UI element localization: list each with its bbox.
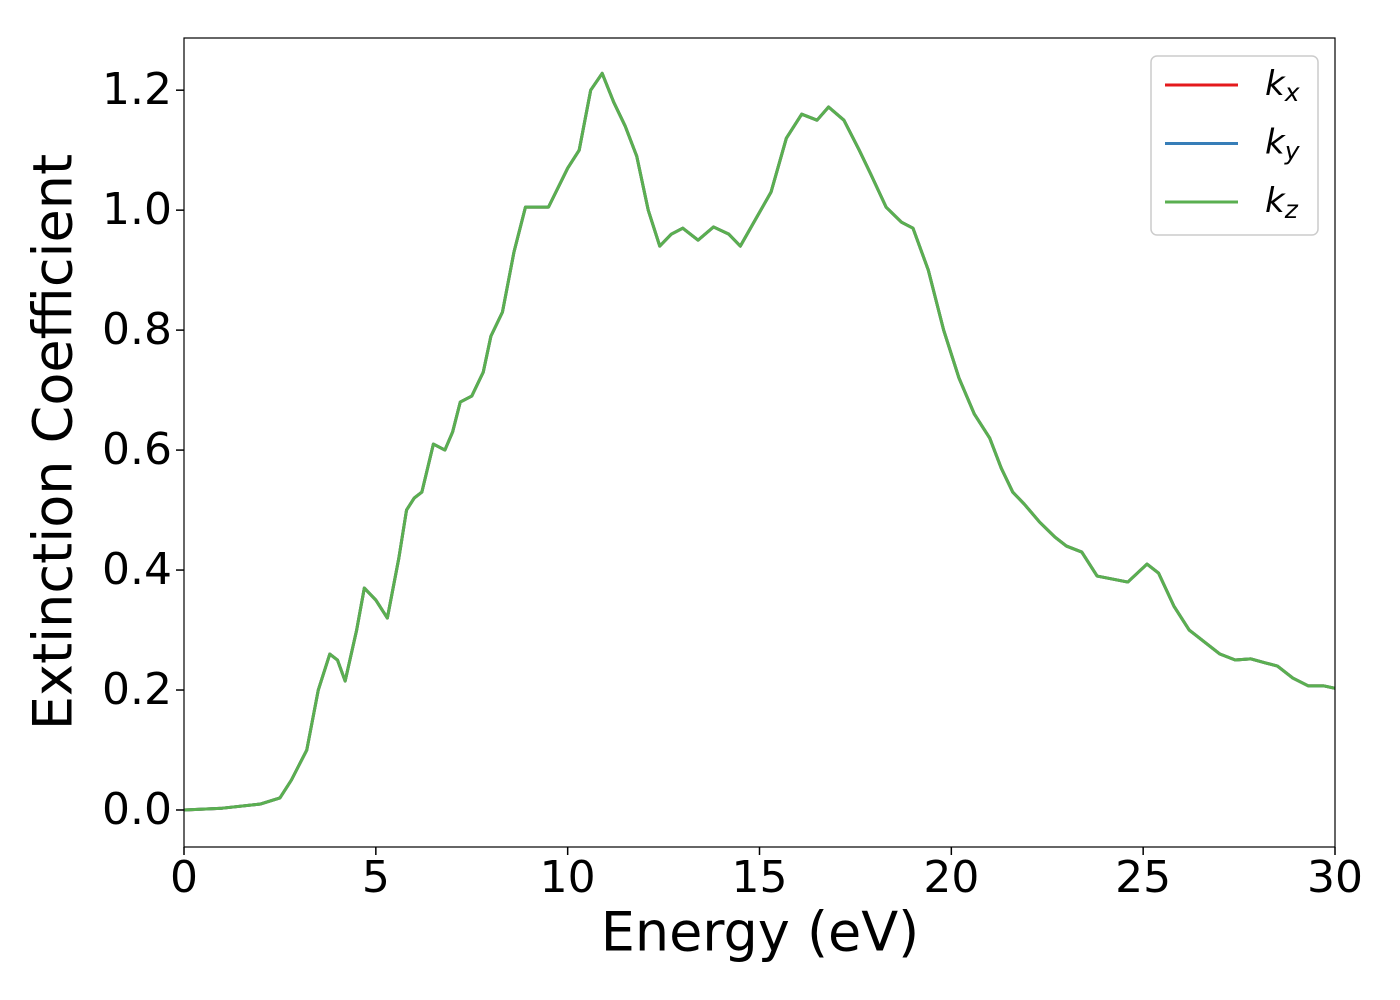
x-tick-label: 20 (923, 852, 979, 903)
y-tick-label: 0.8 (102, 304, 172, 355)
y-tick-label: 0.4 (102, 544, 172, 595)
x-tick-label: 0 (170, 852, 198, 903)
y-axis-label: Extinction Coefficient (22, 154, 85, 730)
series-line (184, 71, 1335, 812)
y-tick-label: 1.2 (102, 64, 172, 115)
x-tick-label: 30 (1307, 852, 1363, 903)
plot-frame (183, 37, 1336, 848)
legend-label: ky (1265, 122, 1301, 166)
x-tick-label: 25 (1115, 852, 1171, 903)
y-tick-label: 1.0 (102, 184, 172, 235)
legend-label: kz (1265, 181, 1299, 225)
x-axis-label: Energy (eV) (601, 901, 920, 964)
y-tick-label: 0.6 (102, 424, 172, 475)
x-tick-label: 10 (540, 852, 596, 903)
x-tick-label: 15 (732, 852, 788, 903)
y-tick-label: 0.2 (102, 664, 172, 715)
legend-label: kx (1265, 64, 1300, 108)
legend-box (1150, 55, 1319, 236)
y-tick-label: 0.0 (102, 784, 172, 835)
x-tick-label: 5 (362, 852, 390, 903)
